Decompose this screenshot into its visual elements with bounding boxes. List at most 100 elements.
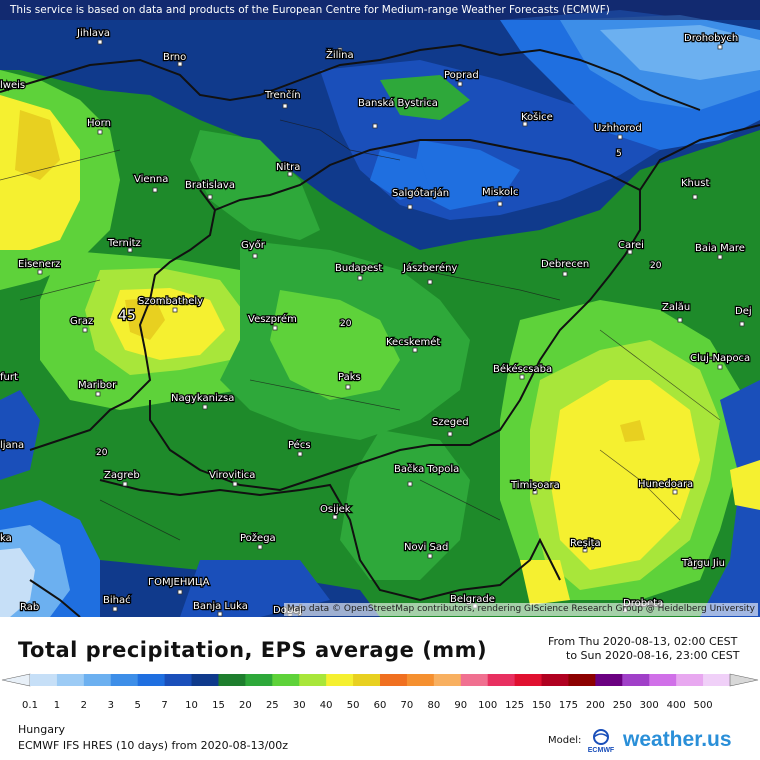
color-legend: 0.1 1 2 3 5 7 10 15 20 25 30 40 50 60 70 80 90 100 125 150 1… (1, 673, 759, 710)
city-label: lweis (0, 80, 25, 91)
city-label: Baia Mare (695, 243, 745, 254)
contour-label: 20 (650, 261, 662, 271)
weather-us-logo[interactable]: weather.us (623, 728, 732, 751)
legend-label: 50 (347, 700, 360, 710)
legend-swatch (83, 674, 112, 686)
legend-swatch (164, 674, 193, 686)
legend-swatch (110, 674, 139, 686)
legend-swatch (299, 674, 327, 686)
model-label: Model: (548, 735, 582, 746)
legend-swatch (568, 674, 596, 686)
legend-label: 175 (559, 700, 578, 710)
city-label: Virovitica (209, 470, 255, 481)
city-label: Banja Luka (193, 601, 248, 612)
legend-label: 2 (81, 700, 87, 710)
legend-label: 150 (532, 700, 551, 710)
legend-label: 500 (694, 700, 713, 710)
city-label: Graz (70, 316, 93, 327)
legend-swatch (272, 674, 300, 686)
legend-label: 10 (185, 700, 198, 710)
legend-swatch (30, 674, 58, 686)
city-label: ka (0, 533, 12, 544)
city-label: ГОМЈЕНИЦА (148, 577, 210, 588)
disclaimer-banner: This service is based on data and produc… (0, 0, 760, 20)
city-label: Cluj-Napoca (690, 353, 750, 364)
precipitation-map: Jihlava Brno Žilina Poprad Drohobych Hor… (0, 0, 760, 617)
city-label: Bratislava (185, 180, 235, 191)
city-label: Košice (521, 111, 553, 123)
city-label: Pécs (288, 439, 311, 451)
city-label: Požega (240, 532, 276, 544)
legend-label: 100 (478, 700, 497, 710)
valid-from: From Thu 2020-08-13, 02:00 CEST (548, 635, 738, 648)
city-label: Eisenerz (18, 259, 60, 270)
city-label: Uzhhorod (594, 123, 642, 134)
city-label: Novi Sad (404, 542, 448, 553)
legend-swatch (137, 674, 166, 686)
city-label: Bihać (103, 594, 131, 606)
city-label: Banská Bystrica (358, 97, 438, 109)
legend-label: 20 (239, 700, 252, 710)
contour-label: 45 (118, 308, 136, 324)
legend-label: 60 (374, 700, 387, 710)
city-label: Vienna (134, 174, 168, 185)
city-label: furt (0, 372, 18, 383)
legend-label: 300 (640, 700, 659, 710)
legend-label: 70 (401, 700, 414, 710)
city-label: Timișoara (510, 480, 560, 491)
city-label: Belgrade (450, 594, 495, 605)
map-title: Total precipitation, EPS average (mm) (18, 638, 488, 662)
city-label: Szeged (432, 417, 469, 428)
city-label: Khust (681, 178, 709, 189)
legend-swatch (353, 674, 381, 686)
legend-swatch (622, 674, 650, 686)
legend-label: 15 (212, 700, 225, 710)
city-label: Zagreb (104, 470, 140, 481)
city-label: Bačka Topola (394, 463, 459, 475)
valid-to: to Sun 2020-08-16, 23:00 CEST (566, 649, 740, 662)
contour-label: 20 (96, 448, 108, 458)
city-label: Zalău (662, 302, 690, 313)
city-label: Osijek (320, 504, 351, 515)
map-attribution: Map data © OpenStreetMap contributors, r… (284, 603, 758, 616)
legend-label: 0.1 (22, 700, 38, 710)
city-label: Drohobych (684, 33, 738, 44)
city-label: Salgótarján (392, 187, 449, 199)
city-label: Debrecen (541, 259, 589, 270)
legend-swatch (433, 674, 462, 686)
svg-text:ECMWF: ECMWF (588, 747, 615, 754)
legend-swatch (514, 674, 543, 686)
city-label: Trenčín (264, 89, 301, 101)
legend-label: 400 (667, 700, 686, 710)
legend-label: 80 (427, 700, 440, 710)
city-label: Budapest (335, 263, 382, 274)
city-label: Békéscsaba (493, 363, 552, 375)
legend-label: 5 (135, 700, 141, 710)
city-label: Veszprém (248, 313, 297, 325)
city-label: Miskolc (482, 187, 518, 198)
city-label: Poprad (444, 70, 479, 81)
city-label: Kecskemét (386, 336, 440, 348)
legend-label: 3 (108, 700, 114, 710)
contour-label: 20 (340, 319, 352, 329)
legend-swatch (218, 674, 246, 686)
city-label: Brno (163, 52, 186, 63)
city-label: ljana (0, 440, 24, 451)
city-label: Győr (241, 239, 266, 251)
region-name: Hungary (18, 723, 65, 736)
legend-label: 125 (505, 700, 524, 710)
legend-swatch (326, 674, 354, 686)
legend-swatch (406, 674, 435, 686)
legend-label: 200 (586, 700, 605, 710)
legend-swatch (595, 674, 623, 686)
legend-label: 90 (454, 700, 467, 710)
legend-label: 25 (266, 700, 279, 710)
city-label: Nitra (276, 162, 300, 173)
legend-swatch (703, 674, 731, 686)
city-label: Szombathely (138, 296, 203, 307)
city-label: Carei (618, 240, 644, 251)
legend-swatch (649, 674, 677, 686)
city-label: Paks (338, 372, 361, 383)
legend-arrow-high (729, 673, 759, 687)
legend-label: 40 (320, 700, 333, 710)
